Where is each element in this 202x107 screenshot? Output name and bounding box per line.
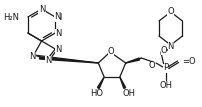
Text: O: O — [148, 62, 155, 71]
Polygon shape — [125, 58, 139, 63]
Text: N: N — [29, 51, 36, 60]
Text: O: O — [107, 47, 114, 56]
Text: O: O — [160, 45, 166, 54]
Text: N: N — [54, 11, 60, 21]
Text: O: O — [167, 7, 173, 16]
Text: N: N — [39, 4, 45, 13]
Text: N: N — [45, 56, 51, 65]
Text: N: N — [55, 28, 61, 37]
Text: OH: OH — [122, 88, 135, 97]
Text: N: N — [167, 42, 173, 51]
Text: OH: OH — [159, 80, 171, 89]
Text: N: N — [55, 13, 61, 22]
Text: P: P — [162, 63, 167, 73]
Text: N: N — [55, 45, 61, 54]
Text: HO: HO — [89, 88, 102, 97]
Text: =O: =O — [182, 56, 195, 65]
Text: H₂N: H₂N — [3, 13, 19, 22]
Text: N: N — [38, 4, 44, 13]
Polygon shape — [39, 57, 98, 63]
Polygon shape — [119, 77, 125, 88]
Polygon shape — [97, 77, 104, 88]
